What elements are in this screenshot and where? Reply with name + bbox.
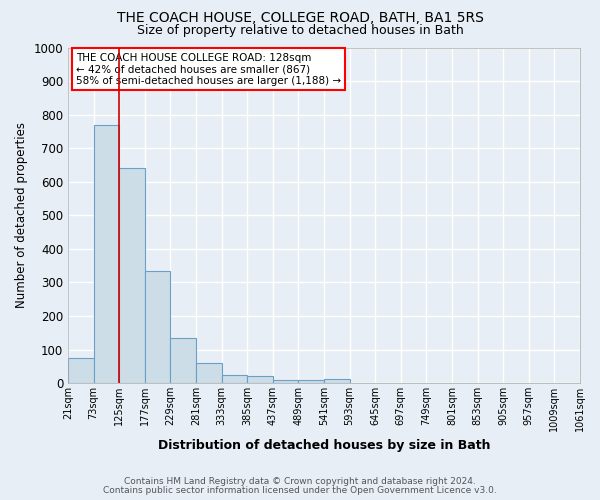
Text: Contains public sector information licensed under the Open Government Licence v3: Contains public sector information licen… — [103, 486, 497, 495]
Bar — [119, 168, 145, 383]
X-axis label: Distribution of detached houses by size in Bath: Distribution of detached houses by size … — [158, 440, 490, 452]
Text: THE COACH HOUSE COLLEGE ROAD: 128sqm
← 42% of detached houses are smaller (867)
: THE COACH HOUSE COLLEGE ROAD: 128sqm ← 4… — [76, 52, 341, 86]
Bar — [221, 374, 247, 383]
Bar — [273, 380, 298, 383]
Text: Size of property relative to detached houses in Bath: Size of property relative to detached ho… — [137, 24, 463, 37]
Y-axis label: Number of detached properties: Number of detached properties — [15, 122, 28, 308]
Bar — [196, 363, 221, 383]
Bar — [247, 376, 273, 383]
Bar — [170, 338, 196, 383]
Text: Contains HM Land Registry data © Crown copyright and database right 2024.: Contains HM Land Registry data © Crown c… — [124, 477, 476, 486]
Bar — [68, 358, 94, 383]
Bar — [298, 380, 324, 383]
Bar — [94, 124, 119, 383]
Text: THE COACH HOUSE, COLLEGE ROAD, BATH, BA1 5RS: THE COACH HOUSE, COLLEGE ROAD, BATH, BA1… — [116, 11, 484, 25]
Bar — [324, 379, 350, 383]
Bar — [145, 270, 170, 383]
